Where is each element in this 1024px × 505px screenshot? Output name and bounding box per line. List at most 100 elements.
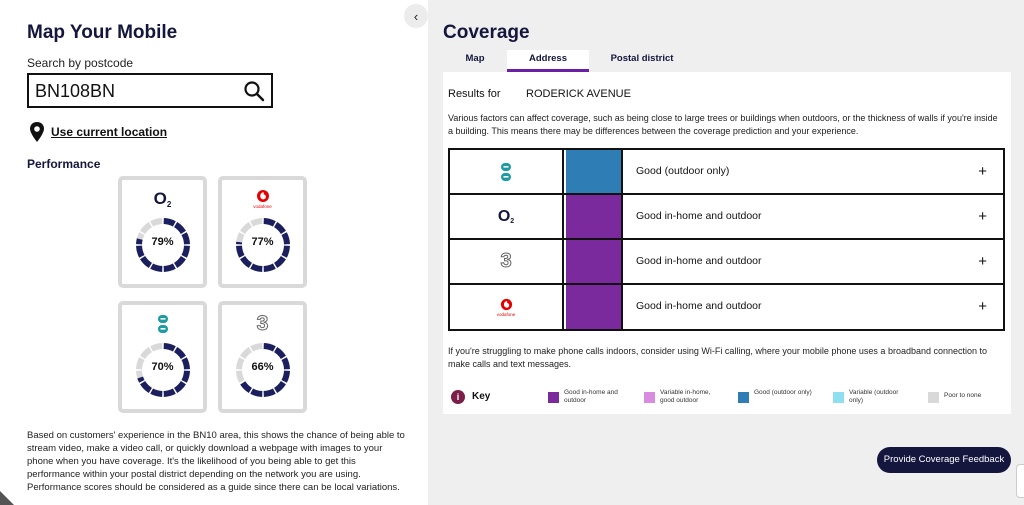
coverage-factors-text: Various factors can affect coverage, suc…	[448, 113, 998, 136]
results-address: RODERICK AVENUE	[526, 88, 631, 100]
provide-feedback-button[interactable]: Provide Coverage Feedback	[877, 447, 1011, 473]
info-icon[interactable]: i	[451, 390, 465, 404]
coverage-results-panel: Results for RODERICK AVENUE Various fact…	[443, 72, 1011, 414]
ring-segment	[150, 388, 163, 397]
expand-plus-icon[interactable]: +	[978, 208, 987, 225]
ring-segment	[173, 380, 186, 393]
three-logo-icon: 3	[450, 240, 564, 283]
location-pin-icon	[30, 122, 44, 142]
ring-segment	[136, 245, 145, 258]
ring-segment	[150, 218, 163, 227]
right-panel: Coverage Map Address Postal district Res…	[428, 0, 1024, 505]
coverage-status: Good (outdoor only)	[636, 165, 730, 177]
ring-segment	[136, 357, 145, 370]
vodafone-logo-icon: vodafone	[222, 187, 303, 211]
performance-card-three: 3 66%	[218, 301, 307, 413]
key-swatch	[548, 392, 559, 403]
performance-percent: 77%	[251, 236, 274, 248]
coverage-row-three[interactable]: 3 Good in-home and outdoor +	[450, 240, 1003, 285]
ee-logo-icon	[122, 312, 203, 336]
results-row: Results for RODERICK AVENUE	[448, 88, 631, 100]
coverage-swatch	[566, 285, 623, 329]
key-label: Key	[472, 391, 491, 402]
key-item-label: Good (outdoor only)	[754, 389, 812, 396]
key-item-label: Good in-home and outdoor	[564, 389, 618, 404]
ring-segment	[236, 370, 245, 383]
performance-ring	[136, 343, 190, 397]
ring-segment	[250, 388, 263, 397]
coverage-swatch	[566, 195, 623, 238]
postcode-input[interactable]	[35, 79, 235, 103]
expand-plus-icon[interactable]: +	[978, 253, 987, 270]
use-location-row[interactable]: Use current location	[29, 121, 167, 143]
wifi-calling-text: If you're struggling to make phone calls…	[448, 346, 988, 369]
ring-segment	[137, 376, 145, 383]
expand-plus-icon[interactable]: +	[978, 298, 987, 315]
ring-segment	[136, 232, 145, 240]
coverage-key: i Key Good in-home and outdoor Variable …	[448, 389, 1003, 407]
ring-segment	[181, 245, 190, 258]
performance-ring	[236, 218, 290, 272]
search-box	[27, 73, 273, 108]
ring-segment	[181, 232, 190, 245]
performance-card-ee: 70%	[118, 301, 207, 413]
left-panel: Map Your Mobile Search by postcode Use c…	[0, 0, 428, 505]
ring-segment	[236, 357, 245, 370]
ring-segment	[236, 232, 245, 243]
ring-segment	[263, 218, 276, 227]
ring-segment	[250, 343, 263, 352]
coverage-row-ee[interactable]: Good (outdoor only) +	[450, 150, 1003, 195]
ring-segment	[273, 255, 286, 268]
ring-segment	[140, 380, 153, 393]
key-item-label: Poor to none	[944, 392, 982, 399]
use-location-link[interactable]: Use current location	[51, 125, 168, 139]
ee-logo-icon	[450, 150, 564, 193]
vodafone-logo-icon: vodafone	[450, 285, 564, 329]
ring-segment	[281, 357, 290, 370]
performance-title: Performance	[27, 157, 101, 171]
ring-segment	[273, 222, 286, 235]
ring-segment	[163, 218, 176, 227]
ring-segment	[250, 218, 263, 227]
ring-segment	[250, 263, 263, 272]
tab-postal-district[interactable]: Postal district	[610, 53, 674, 64]
tab-map[interactable]: Map	[465, 53, 485, 64]
coverage-tabs: Map Address Postal district	[443, 50, 1011, 72]
ring-segment	[263, 388, 276, 397]
performance-description: Based on customers' experience in the BN…	[27, 430, 405, 493]
key-swatch	[738, 392, 749, 403]
key-swatch	[644, 392, 655, 403]
collapse-panel-button[interactable]: ‹	[404, 4, 428, 28]
results-label: Results for	[448, 88, 501, 100]
expand-plus-icon[interactable]: +	[978, 163, 987, 180]
ring-segment	[173, 347, 186, 360]
ring-segment	[173, 255, 186, 268]
performance-card-vodafone: vodafone 77%	[218, 176, 307, 288]
ring-segment	[140, 255, 153, 268]
ring-segment	[273, 380, 286, 393]
ring-segment	[236, 245, 245, 258]
ring-segment	[163, 343, 176, 352]
coverage-status: Good in-home and outdoor	[636, 300, 762, 312]
ring-segment	[181, 370, 190, 383]
three-logo-icon: 3	[256, 312, 269, 336]
ring-segment	[240, 347, 253, 360]
coverage-row-vodafone[interactable]: vodafone Good in-home and outdoor +	[450, 285, 1003, 329]
ring-segment	[240, 381, 253, 393]
edge-widget[interactable]	[1016, 464, 1024, 498]
coverage-swatch	[566, 240, 623, 283]
search-icon[interactable]	[243, 80, 265, 102]
ring-segment	[173, 222, 186, 235]
coverage-status: Good in-home and outdoor	[636, 255, 762, 267]
chevron-left-icon: ‹	[413, 8, 419, 24]
ring-segment	[240, 255, 253, 268]
tab-address[interactable]: Address	[507, 50, 589, 72]
key-item-label: Variable (outdoor only)	[849, 389, 899, 404]
ring-segment	[136, 370, 144, 379]
performance-percent: 70%	[151, 361, 174, 373]
